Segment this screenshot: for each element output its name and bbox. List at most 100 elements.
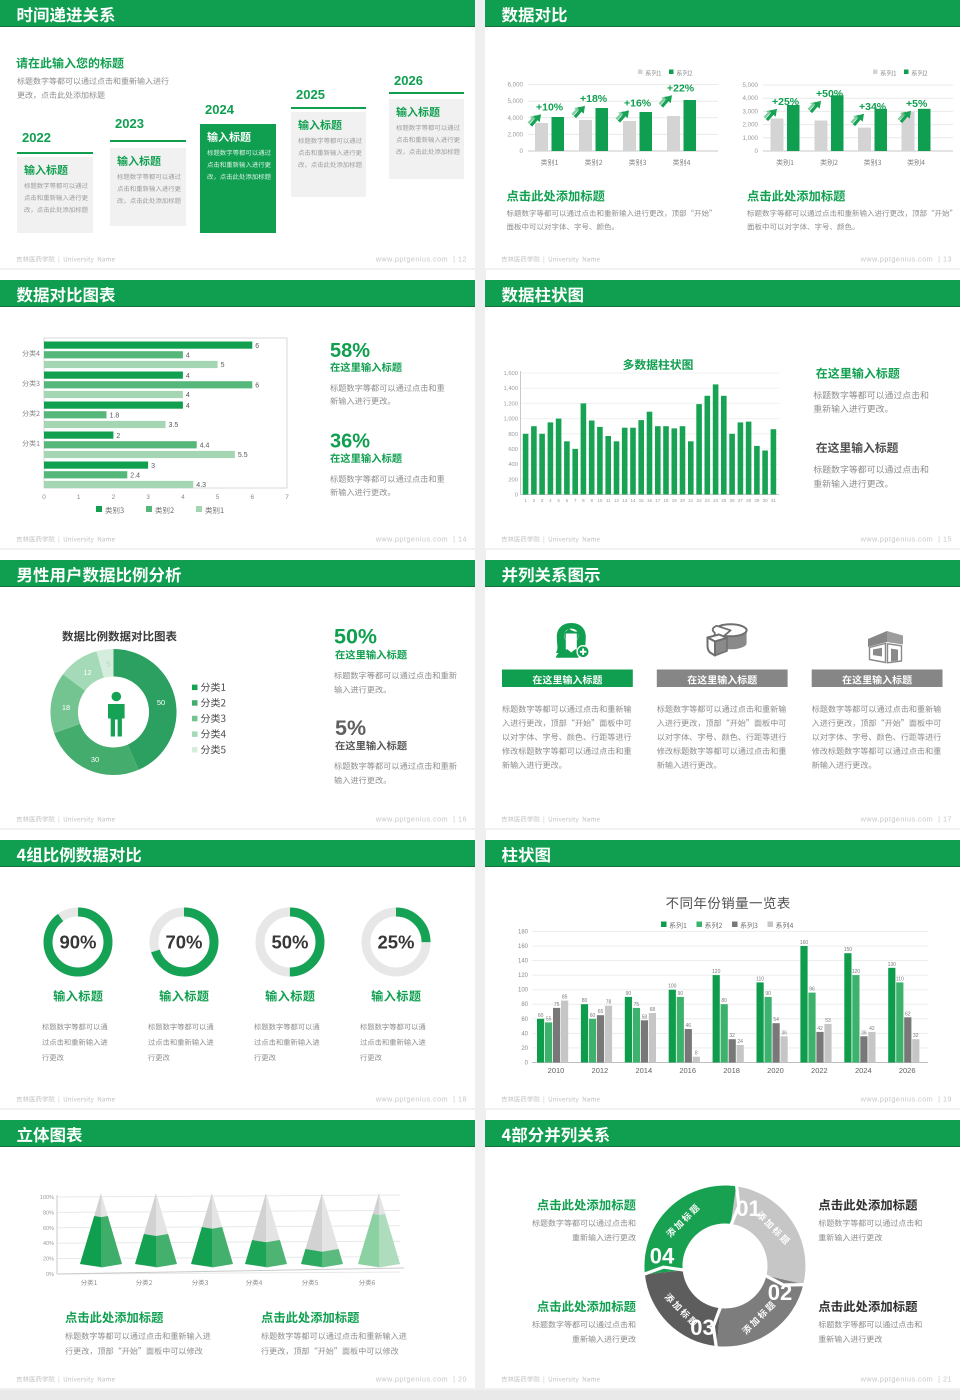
- svg-text:600: 600: [508, 447, 518, 453]
- svg-text:0: 0: [525, 1061, 529, 1067]
- svg-text:58: 58: [642, 1014, 648, 1020]
- svg-text:31: 31: [771, 498, 777, 503]
- svg-text:02: 02: [768, 1280, 792, 1305]
- svg-text:2023: 2023: [115, 116, 144, 131]
- svg-text:4,000: 4,000: [743, 95, 759, 102]
- svg-text:4.3: 4.3: [196, 482, 206, 489]
- svg-text:5: 5: [216, 494, 220, 501]
- svg-text:2024: 2024: [205, 102, 235, 117]
- svg-text:20: 20: [680, 498, 686, 503]
- svg-text:3: 3: [151, 463, 155, 470]
- svg-text:5: 5: [557, 498, 560, 503]
- svg-text:18: 18: [663, 498, 669, 503]
- svg-text:27: 27: [738, 498, 744, 503]
- svg-text:3.5: 3.5: [169, 422, 179, 429]
- svg-text:50: 50: [157, 698, 165, 707]
- svg-text:5,000: 5,000: [508, 98, 524, 105]
- svg-text:180: 180: [518, 929, 529, 935]
- svg-text:1,000: 1,000: [743, 135, 759, 142]
- svg-text:1,200: 1,200: [503, 401, 518, 407]
- svg-text:80: 80: [721, 998, 727, 1004]
- svg-text:+10%: +10%: [536, 102, 564, 114]
- svg-text:90: 90: [765, 991, 771, 997]
- svg-text:www.pptgenius.com | 19: www.pptgenius.com | 19: [860, 1095, 952, 1104]
- svg-text:23: 23: [705, 498, 711, 503]
- svg-text:4.4: 4.4: [200, 443, 210, 450]
- svg-text:50%: 50%: [334, 625, 377, 649]
- svg-text:5.5: 5.5: [238, 452, 248, 459]
- svg-text:30: 30: [763, 498, 769, 503]
- svg-text:2026: 2026: [394, 73, 423, 88]
- svg-text:70%: 70%: [165, 932, 202, 953]
- svg-text:24: 24: [737, 1039, 743, 1045]
- svg-text:www.pptgenius.com | 16: www.pptgenius.com | 16: [375, 815, 467, 824]
- svg-text:6: 6: [255, 343, 259, 350]
- svg-text:1,000: 1,000: [503, 417, 518, 423]
- svg-text:7: 7: [574, 498, 577, 503]
- svg-text:0%: 0%: [46, 1272, 54, 1278]
- svg-text:400: 400: [508, 462, 518, 468]
- svg-text:80%: 80%: [43, 1210, 54, 1216]
- svg-text:2: 2: [533, 498, 536, 503]
- svg-text:5,000: 5,000: [743, 82, 759, 89]
- svg-text:+50%: +50%: [816, 88, 844, 100]
- svg-text:3,000: 3,000: [743, 108, 759, 115]
- svg-text:28: 28: [746, 498, 752, 503]
- svg-text:60: 60: [521, 1017, 528, 1023]
- svg-text:3: 3: [541, 498, 544, 503]
- svg-text:14: 14: [630, 498, 636, 503]
- svg-text:29: 29: [754, 498, 760, 503]
- svg-text:100: 100: [668, 984, 677, 990]
- svg-text:2026: 2026: [899, 1066, 916, 1075]
- svg-text:8: 8: [695, 1051, 698, 1057]
- svg-text:1: 1: [524, 498, 527, 503]
- svg-text:7: 7: [285, 494, 289, 501]
- svg-text:www.pptgenius.com | 12: www.pptgenius.com | 12: [375, 255, 467, 264]
- svg-text:90: 90: [626, 991, 632, 997]
- svg-text:20%: 20%: [43, 1257, 54, 1263]
- svg-text:www.pptgenius.com | 14: www.pptgenius.com | 14: [375, 535, 467, 544]
- svg-text:2,000: 2,000: [508, 131, 524, 138]
- svg-text:6: 6: [255, 383, 259, 390]
- svg-text:12: 12: [83, 668, 91, 677]
- svg-text:4,000: 4,000: [508, 115, 524, 122]
- svg-text:+25%: +25%: [772, 96, 800, 108]
- svg-text:9: 9: [590, 498, 593, 503]
- svg-text:2014: 2014: [635, 1066, 652, 1075]
- svg-text:30: 30: [91, 755, 99, 764]
- svg-text:2016: 2016: [679, 1066, 696, 1075]
- svg-text:4: 4: [186, 392, 190, 399]
- svg-text:150: 150: [844, 947, 853, 953]
- svg-text:800: 800: [508, 432, 518, 438]
- svg-text:50%: 50%: [271, 932, 308, 953]
- svg-text:120: 120: [852, 969, 861, 975]
- svg-text:1,600: 1,600: [503, 371, 518, 377]
- svg-text:100: 100: [518, 988, 529, 994]
- svg-text:11: 11: [606, 498, 611, 503]
- svg-text:90%: 90%: [59, 932, 96, 953]
- svg-text:60%: 60%: [43, 1226, 54, 1232]
- svg-text:19: 19: [672, 498, 678, 503]
- svg-text:55: 55: [546, 1016, 552, 1022]
- svg-text:www.pptgenius.com | 15: www.pptgenius.com | 15: [860, 535, 952, 544]
- svg-text:54: 54: [773, 1017, 779, 1023]
- svg-text:200: 200: [508, 477, 518, 483]
- svg-text:2025: 2025: [296, 87, 325, 102]
- svg-text:1,400: 1,400: [503, 386, 518, 392]
- svg-text:4: 4: [186, 353, 190, 360]
- svg-text:60: 60: [590, 1013, 596, 1019]
- svg-text:130: 130: [888, 962, 897, 968]
- svg-text:78: 78: [606, 1000, 612, 1006]
- svg-text:0: 0: [755, 148, 759, 155]
- svg-text:16: 16: [647, 498, 653, 503]
- svg-text:25: 25: [721, 498, 727, 503]
- svg-text:10: 10: [597, 498, 603, 503]
- svg-text:36%: 36%: [330, 431, 370, 453]
- svg-text:80: 80: [582, 998, 588, 1004]
- svg-text:120: 120: [712, 969, 721, 975]
- svg-text:21: 21: [688, 498, 694, 503]
- svg-text:40: 40: [521, 1031, 528, 1037]
- svg-text:17: 17: [655, 498, 661, 503]
- svg-text:2.4: 2.4: [130, 473, 140, 480]
- svg-text:160: 160: [800, 940, 809, 946]
